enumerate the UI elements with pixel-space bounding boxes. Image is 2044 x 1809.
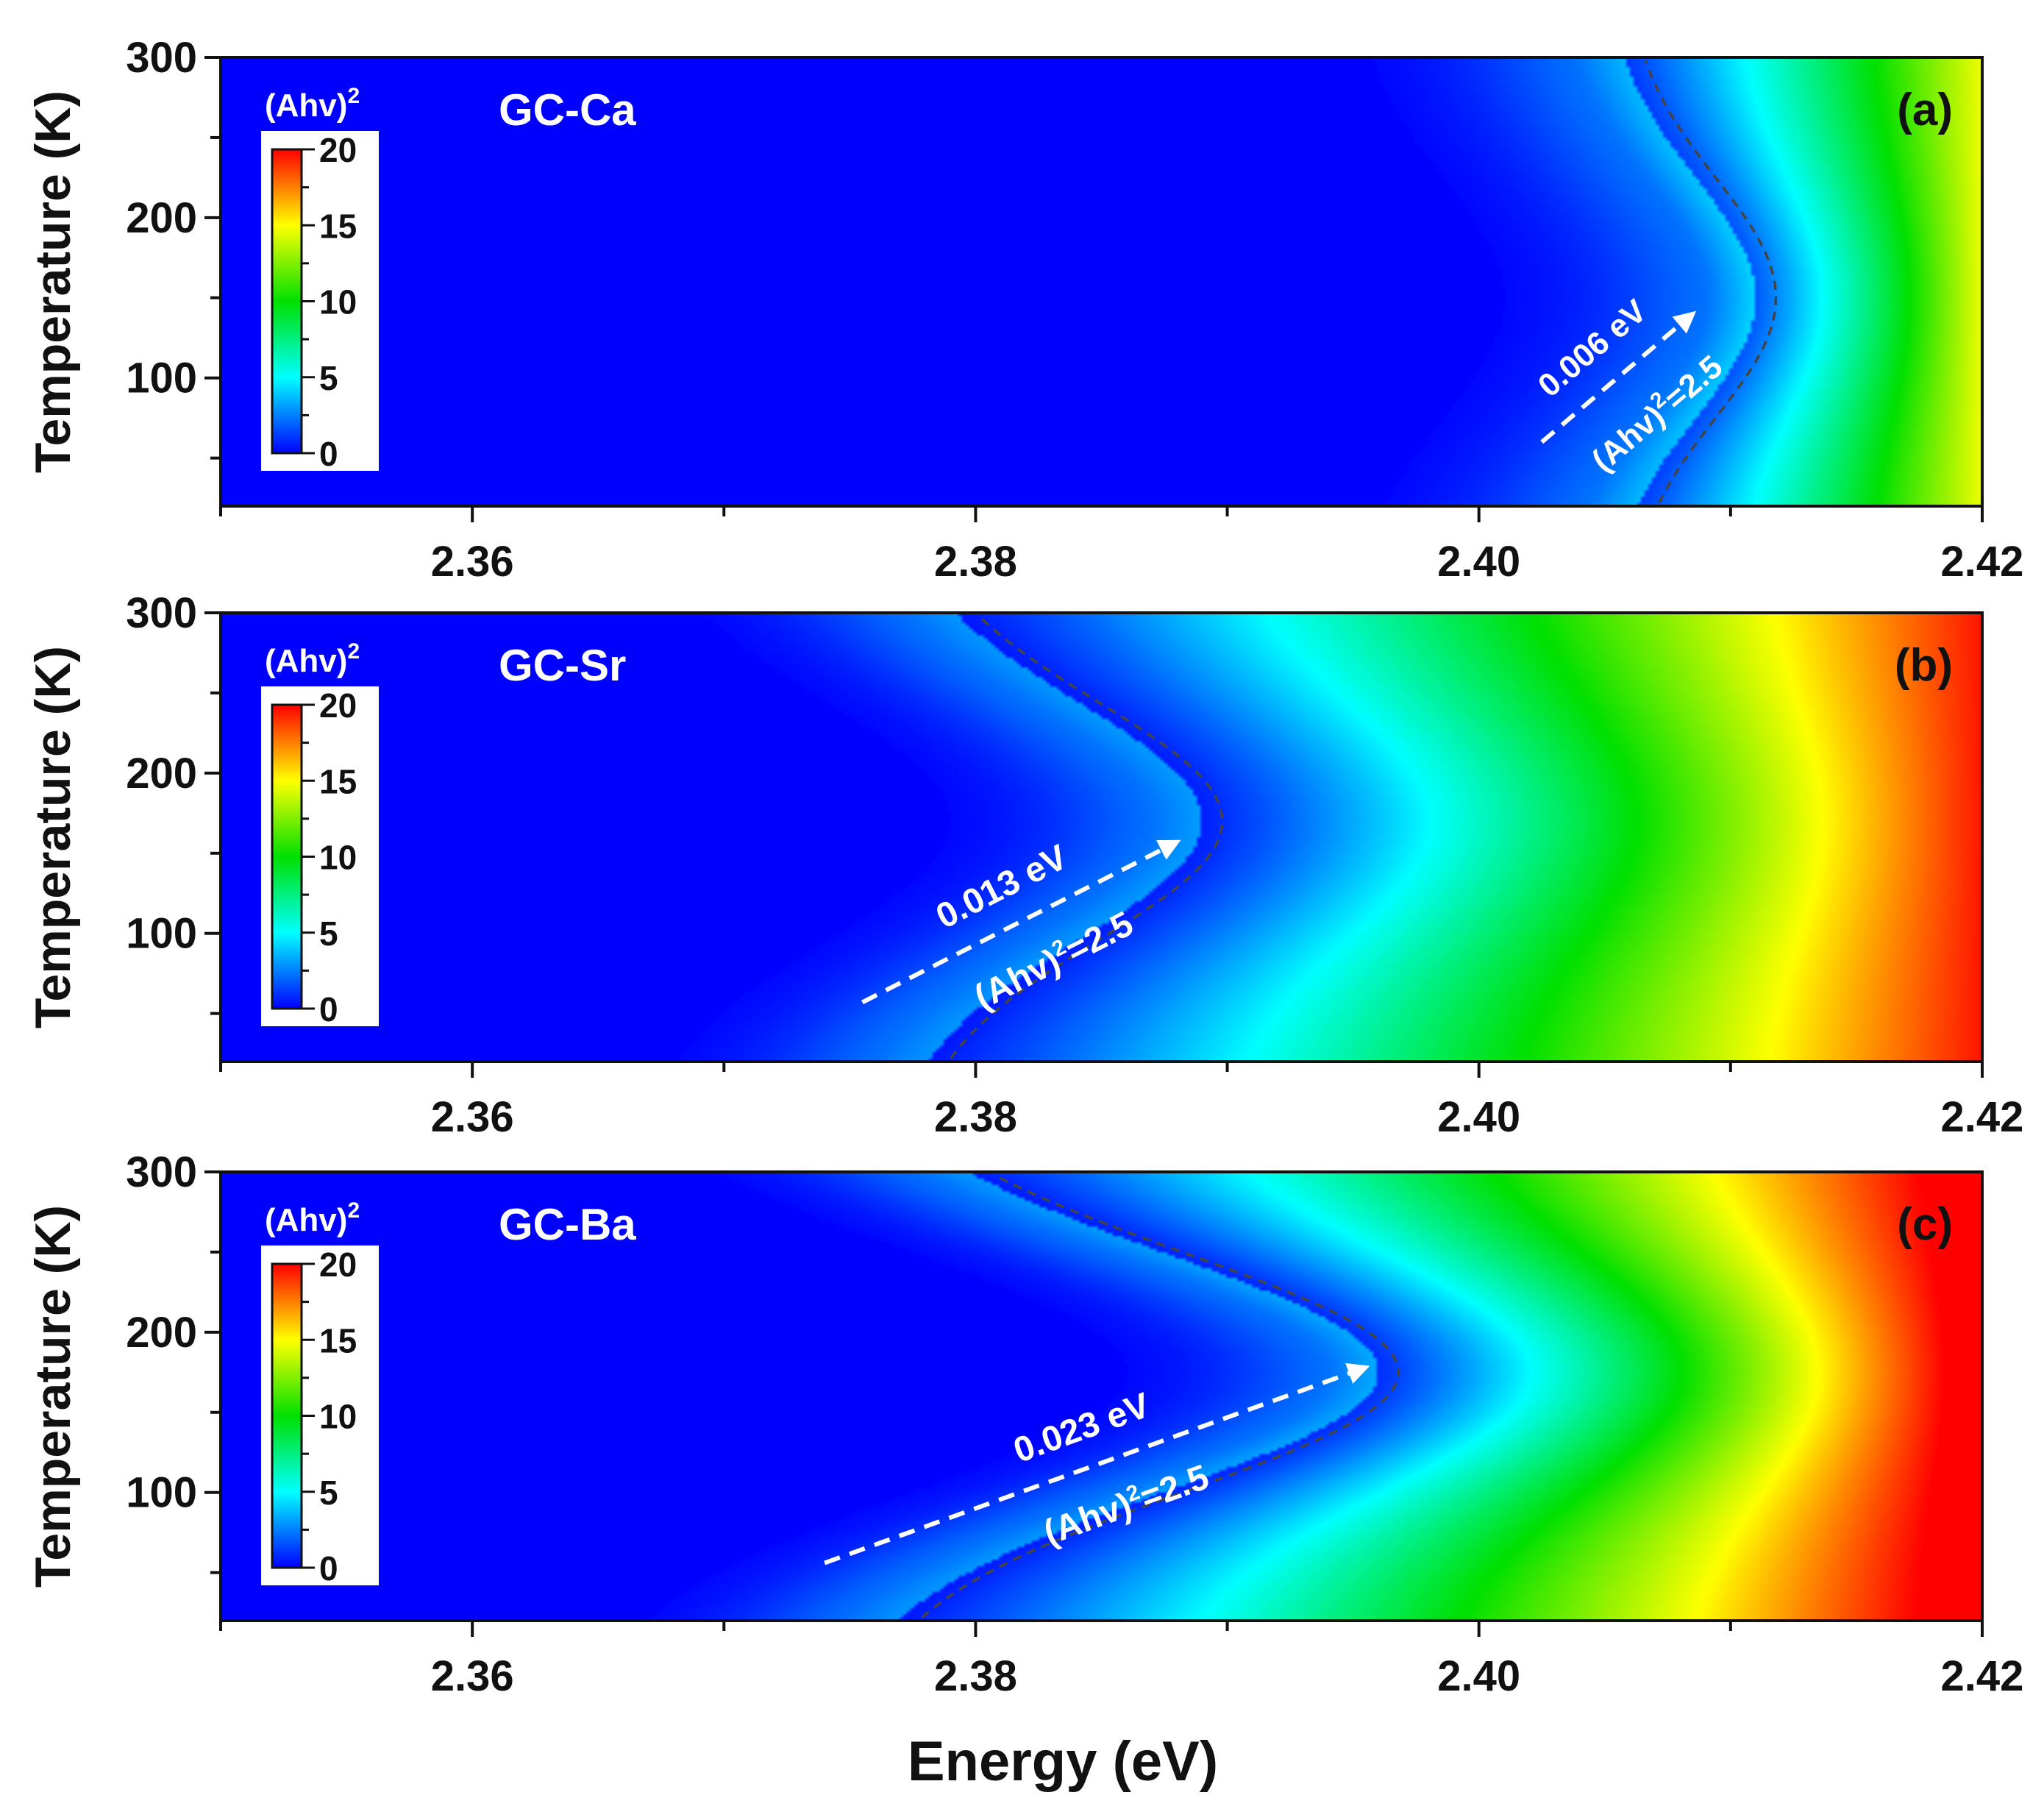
x-tick-label: 2.38 xyxy=(934,538,1017,586)
shift-arrow xyxy=(1540,310,1697,444)
y-tick-label: 300 xyxy=(126,1148,197,1196)
x-tick-label: 2.42 xyxy=(1941,1652,2024,1700)
colorbar-tick-label: 20 xyxy=(319,1245,357,1284)
colorbar-tick-label: 15 xyxy=(319,1321,357,1360)
panel-label: (c) xyxy=(1897,1199,1953,1250)
colorbar-title: (Ahv)2 xyxy=(265,1198,360,1238)
y-axis-title: Temperature (K) xyxy=(25,646,81,1028)
shift-arrow xyxy=(861,839,1181,1005)
heatmap-image xyxy=(221,57,1982,506)
x-tick-label: 2.36 xyxy=(431,538,514,586)
colorbar-tick-label: 0 xyxy=(319,435,338,473)
contour-line xyxy=(1644,60,1778,504)
x-tick-label: 2.42 xyxy=(1941,538,2024,586)
x-tick-label: 2.40 xyxy=(1437,538,1520,586)
colorbar-tick-label: 0 xyxy=(319,1549,338,1588)
colorbar-title: (Ahv)2 xyxy=(265,84,360,124)
colorbar-tick-label: 20 xyxy=(319,686,357,725)
plot-frame xyxy=(219,611,1984,1063)
colorbar-tick-label: 15 xyxy=(319,762,357,800)
colorbar-tick-label: 5 xyxy=(319,914,338,953)
x-axis-title: Energy (eV) xyxy=(908,1730,1218,1793)
sample-label: GC-Ba xyxy=(499,1200,636,1249)
x-tick-label: 2.40 xyxy=(1437,1652,1520,1700)
x-tick-label: 2.42 xyxy=(1941,1093,2024,1141)
colorbar-tick-label: 5 xyxy=(319,1474,338,1512)
y-tick-label: 300 xyxy=(126,34,197,82)
colorbar-title-superscript: 2 xyxy=(347,84,360,108)
plot-frame xyxy=(219,1170,1984,1622)
heatmap-image xyxy=(221,1172,1982,1621)
contour-line xyxy=(950,615,1224,1059)
colorbar-gradient xyxy=(271,148,303,455)
y-tick-label: 300 xyxy=(126,589,197,637)
colorbar-gradient xyxy=(271,1262,303,1569)
y-tick-label: 200 xyxy=(126,750,197,797)
colorbar-tick-label: 10 xyxy=(319,283,357,321)
x-tick-label: 2.40 xyxy=(1437,1093,1520,1141)
colorbar-title-text: (Ahv) xyxy=(265,1202,347,1238)
contour-line xyxy=(921,1173,1400,1618)
colorbar-tick-label: 5 xyxy=(319,359,338,397)
y-tick-label: 200 xyxy=(126,1309,197,1357)
colorbar-tick-label: 10 xyxy=(319,839,357,877)
panel-label: (b) xyxy=(1895,640,1953,691)
y-axis-title: Temperature (K) xyxy=(25,1205,81,1588)
colorbar-title-superscript: 2 xyxy=(347,1198,360,1223)
x-tick-label: 2.36 xyxy=(431,1093,514,1141)
colorbar-gradient xyxy=(271,703,303,1010)
sample-label: GC-Ca xyxy=(499,85,636,135)
colorbar-tick-label: 20 xyxy=(319,131,357,169)
heatmap-image xyxy=(221,613,1982,1062)
y-tick-label: 100 xyxy=(126,1469,197,1517)
x-tick-label: 2.38 xyxy=(934,1093,1017,1141)
colorbar-title-superscript: 2 xyxy=(347,639,360,664)
y-tick-label: 200 xyxy=(126,194,197,242)
x-tick-label: 2.36 xyxy=(431,1652,514,1700)
colorbar-title-text: (Ahv) xyxy=(265,88,347,124)
colorbar-tick-label: 10 xyxy=(319,1398,357,1436)
shift-arrow xyxy=(824,1362,1370,1565)
plot-frame xyxy=(219,56,1984,508)
y-axis-title: Temperature (K) xyxy=(25,90,81,473)
y-tick-label: 100 xyxy=(126,355,197,402)
y-tick-label: 100 xyxy=(126,910,197,958)
colorbar-tick-label: 0 xyxy=(319,990,338,1028)
sample-label: GC-Sr xyxy=(499,641,626,690)
colorbar-title: (Ahv)2 xyxy=(265,639,360,679)
colorbar-tick-label: 15 xyxy=(319,207,357,245)
panel-label: (a) xyxy=(1897,85,1953,135)
x-tick-label: 2.38 xyxy=(934,1652,1017,1700)
colorbar-title-text: (Ahv) xyxy=(265,643,347,679)
